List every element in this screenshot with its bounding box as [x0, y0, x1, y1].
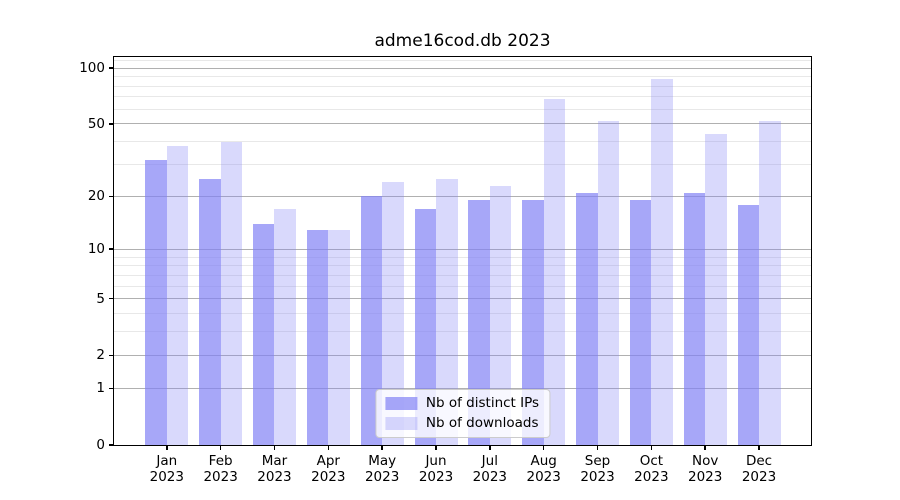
bar-distinct-ips-oct	[629, 200, 652, 445]
x-tick-label-aug: Aug 2023	[526, 453, 561, 485]
gridline-minor-30	[114, 164, 811, 166]
bar-distinct-ips-nov	[683, 192, 706, 445]
gridline-major-50	[114, 123, 811, 125]
legend-item-distinct-ips: Nb of distinct IPs	[384, 395, 540, 411]
y-tick-label-50: 50	[87, 115, 105, 132]
x-tick-mark-mar	[273, 445, 276, 450]
chart-title: adme16cod.db 2023	[374, 31, 551, 51]
y-tick-mark-1	[109, 387, 113, 390]
bar-downloads-mar	[274, 209, 296, 445]
x-tick-label-may: May 2023	[364, 453, 400, 485]
bar-downloads-jul	[489, 185, 512, 445]
y-tick-label-100: 100	[79, 60, 105, 77]
x-tick-mark-aug	[542, 445, 545, 450]
bar-distinct-ips-dec	[737, 204, 760, 445]
legend-label-downloads: Nb of downloads	[425, 415, 539, 431]
x-tick-mark-jan	[166, 445, 168, 450]
gridline-major-5	[114, 298, 811, 300]
x-tick-mark-may	[381, 445, 383, 450]
x-tick-label-apr: Apr 2023	[311, 453, 346, 485]
gridline-minor-8	[114, 265, 811, 267]
gridline-major-2	[114, 354, 811, 356]
x-tick-label-dec: Dec 2023	[741, 453, 777, 485]
y-tick-label-10: 10	[87, 241, 105, 258]
bar-distinct-ips-jun	[414, 209, 436, 445]
gridline-minor-3	[114, 331, 811, 333]
bar-distinct-ips-jan	[145, 159, 167, 445]
y-tick-mark-2	[109, 354, 113, 357]
bar-downloads-jun	[436, 178, 458, 445]
bar-downloads-oct	[651, 78, 673, 445]
x-tick-mark-dec	[758, 445, 760, 450]
gridline-major-100	[114, 67, 811, 69]
legend-item-downloads: Nb of downloads	[384, 415, 539, 431]
y-tick-label-0: 0	[96, 437, 105, 453]
bar-downloads-nov	[705, 134, 727, 445]
bar-distinct-ips-mar	[252, 223, 275, 445]
gridline-minor-80	[114, 85, 811, 87]
x-tick-label-jan: Jan 2023	[149, 453, 184, 485]
y-tick-mark-20	[109, 195, 113, 198]
x-tick-mark-jun	[435, 445, 437, 450]
y-tick-mark-50	[109, 123, 113, 125]
bar-downloads-feb	[220, 141, 243, 445]
y-tick-mark-0	[109, 444, 113, 446]
x-tick-label-mar: Mar 2023	[257, 453, 292, 485]
x-tick-mark-jul	[489, 445, 491, 450]
x-tick-label-oct: Oct 2023	[634, 453, 669, 485]
gridline-minor-90	[114, 76, 811, 78]
bar-distinct-ips-may	[360, 196, 383, 445]
legend-swatch-downloads	[384, 417, 417, 430]
x-tick-label-jul: Jul 2023	[472, 453, 507, 485]
gridline-minor-7	[114, 274, 811, 276]
x-tick-label-feb: Feb 2023	[203, 453, 238, 485]
x-tick-label-sep: Sep 2023	[580, 453, 615, 485]
gridline-major-10	[114, 248, 811, 250]
y-tick-mark-5	[109, 297, 113, 300]
legend: Nb of distinct IPs Nb of downloads	[374, 389, 551, 438]
x-tick-label-nov: Nov 2023	[688, 453, 723, 485]
x-tick-mark-sep	[596, 445, 599, 450]
bar-downloads-dec	[759, 120, 781, 445]
bar-distinct-ips-aug	[522, 200, 544, 445]
bar-downloads-aug	[543, 99, 566, 445]
gridline-minor-60	[114, 108, 811, 110]
gridline-minor-70	[114, 96, 811, 98]
gridline-minor-6	[114, 285, 811, 287]
plot-area: Nb of distinct IPs Nb of downloads	[113, 56, 812, 446]
y-tick-mark-100	[109, 67, 113, 69]
x-tick-mark-apr	[327, 445, 330, 450]
gridline-minor-4	[114, 313, 811, 315]
bar-downloads-may	[382, 182, 404, 445]
y-tick-label-2: 2	[96, 347, 105, 364]
x-tick-mark-nov	[704, 445, 706, 450]
gridline-minor-9	[114, 256, 811, 258]
x-tick-mark-oct	[650, 445, 653, 450]
bar-downloads-jan	[166, 145, 189, 445]
gridline-major-20	[114, 195, 811, 197]
gridline-minor-40	[114, 141, 811, 143]
y-tick-label-5: 5	[96, 290, 105, 307]
bar-distinct-ips-apr	[306, 229, 329, 445]
x-tick-label-jun: Jun 2023	[418, 453, 454, 485]
y-tick-label-1: 1	[96, 380, 105, 397]
gridline-minor-110	[114, 59, 811, 61]
y-tick-mark-10	[109, 248, 113, 250]
y-tick-label-20: 20	[87, 188, 105, 205]
x-tick-mark-feb	[219, 445, 222, 450]
bar-downloads-apr	[328, 229, 350, 445]
legend-swatch-distinct-ips	[384, 397, 417, 410]
bar-distinct-ips-feb	[199, 178, 221, 445]
bar-downloads-sep	[597, 120, 620, 445]
gridline-major-1	[114, 387, 811, 389]
bar-distinct-ips-sep	[576, 192, 598, 445]
bar-distinct-ips-jul	[468, 200, 490, 445]
legend-label-distinct-ips: Nb of distinct IPs	[425, 395, 540, 411]
